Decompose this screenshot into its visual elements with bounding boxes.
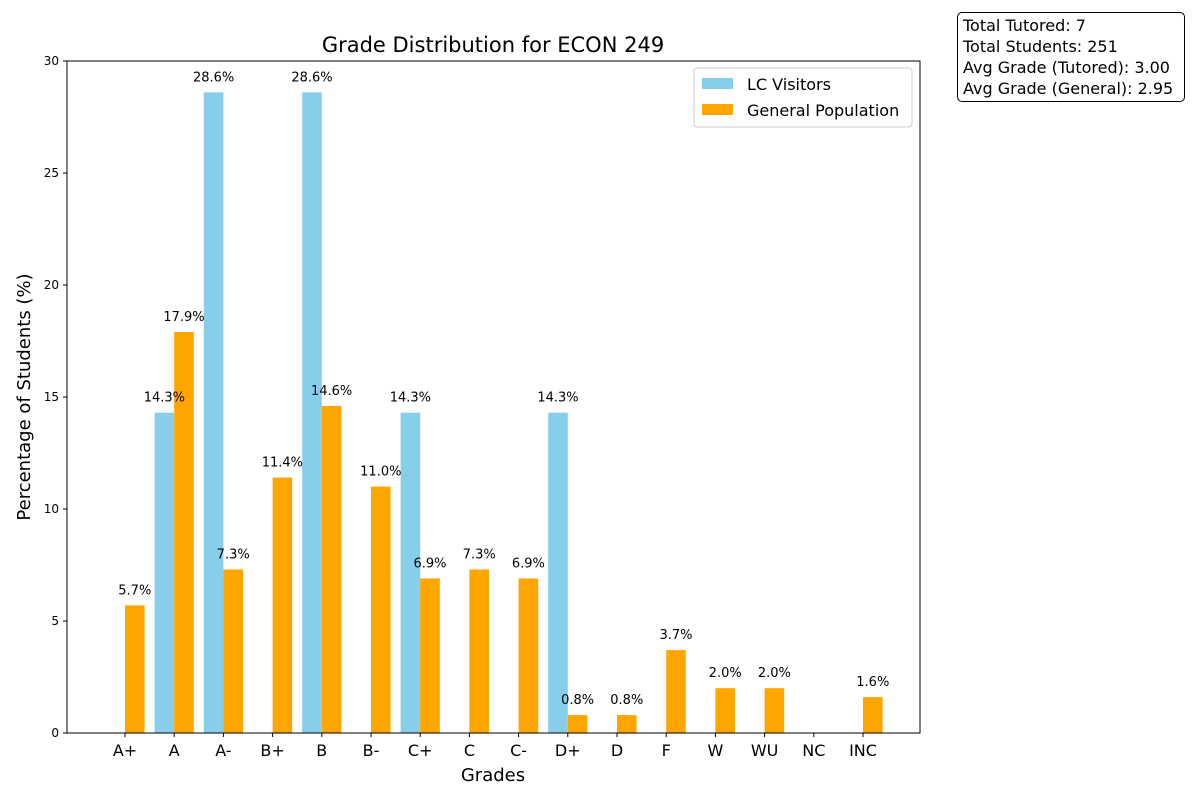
total-tutored-text: Total Tutored: 7 (963, 16, 1086, 35)
bar-general-population (617, 715, 637, 733)
bar-general-population (863, 697, 883, 733)
x-tick-label: NC (802, 741, 825, 760)
bar-general-population (272, 477, 293, 733)
legend-swatch-general-population (702, 104, 733, 115)
x-tick-label: C- (510, 741, 527, 760)
y-tick-label: 20 (44, 278, 59, 292)
bar-lc-visitors (302, 92, 322, 734)
bar-value-label: 14.3% (390, 391, 431, 406)
bar-general-population (764, 688, 785, 733)
avg-grade-tutored-text: Avg Grade (Tutored): 3.00 (963, 58, 1170, 77)
bar-lc-visitors (400, 412, 421, 733)
bar-lc-visitors (203, 92, 224, 734)
bar-general-population (715, 688, 735, 733)
chart-title: Grade Distribution for ECON 249 (322, 33, 664, 57)
bar-general-population (567, 715, 588, 733)
x-axis-label: Grades (461, 765, 525, 786)
legend-box (693, 67, 913, 128)
x-tick-label: A- (215, 741, 231, 760)
bar-general-population (223, 569, 243, 733)
bar-general-population (174, 332, 194, 733)
legend-label-lc-visitors: LC Visitors (747, 75, 831, 94)
y-tick-label: 25 (44, 166, 59, 180)
bar-value-label: 14.6% (311, 384, 352, 399)
plot-frame (66, 60, 921, 734)
x-tick-label: D (611, 741, 623, 760)
bar-value-label: 0.8% (561, 693, 594, 708)
bar-general-population (518, 578, 539, 733)
x-tick-label: D+ (555, 741, 581, 760)
bar-value-label: 28.6% (193, 70, 234, 85)
y-tick-label: 15 (44, 390, 59, 404)
bar-value-label: 11.4% (262, 456, 303, 471)
legend-swatch-lc-visitors (702, 78, 733, 89)
bar-general-population (321, 405, 342, 733)
bars-group (125, 92, 883, 734)
y-tick-label: 30 (44, 54, 59, 68)
x-tick-label: B+ (260, 741, 284, 760)
bar-value-label: 1.6% (856, 675, 889, 690)
x-tick-label: WU (751, 741, 779, 760)
legend-label-general-population: General Population (747, 101, 899, 120)
bar-lc-visitors (548, 412, 568, 733)
x-tick-label: C (464, 741, 475, 760)
bar-value-label: 7.3% (217, 547, 250, 562)
x-tick-label: A (169, 741, 180, 760)
total-students-text: Total Students: 251 (963, 37, 1118, 56)
bar-general-population (371, 486, 391, 733)
bar-value-label: 2.0% (709, 666, 742, 681)
bar-general-population (666, 650, 686, 733)
y-axis-ticks: 0 5 10 15 20 25 30 (44, 54, 67, 740)
bar-general-population (125, 605, 145, 733)
bar-value-label: 2.0% (758, 666, 791, 681)
y-axis-label: Percentage of Students (%) (14, 273, 35, 520)
bar-labels-group: 14.3% 28.6% 28.6% 14.3% 14.3% 5.7% 17.9% 7.3% 11… (118, 70, 889, 708)
x-tick-label: A+ (113, 741, 137, 760)
bar-value-label: 11.0% (360, 465, 401, 480)
legend: LC Visitors General Population (693, 67, 913, 128)
x-tick-label: B (316, 741, 327, 760)
x-tick-label: F (662, 741, 671, 760)
x-tick-label: INC (849, 741, 877, 760)
y-tick-label: 10 (44, 502, 59, 516)
bar-value-label: 5.7% (118, 583, 151, 598)
bar-value-label: 28.6% (291, 70, 332, 85)
bar-value-label: 17.9% (163, 310, 204, 325)
bar-value-label: 7.3% (463, 547, 496, 562)
bar-value-label: 14.3% (144, 391, 185, 406)
bar-value-label: 6.9% (512, 556, 545, 571)
bar-general-population (469, 569, 489, 733)
x-tick-label: W (707, 741, 723, 760)
bar-value-label: 14.3% (537, 391, 578, 406)
bar-value-label: 6.9% (413, 556, 446, 571)
bar-value-label: 3.7% (659, 628, 692, 643)
y-tick-label: 0 (51, 726, 59, 740)
avg-grade-general-text: Avg Grade (General): 2.95 (963, 79, 1174, 98)
x-tick-label: C+ (408, 741, 433, 760)
x-axis-ticks: A+ A A- B+ B B- C+ C C- D+ D F W WU NC INC (113, 733, 877, 760)
x-tick-label: B- (363, 741, 380, 760)
bar-value-label: 0.8% (610, 693, 643, 708)
bar-lc-visitors (154, 412, 175, 733)
stats-box: Total Tutored: 7 Total Students: 251 Avg… (957, 12, 1185, 102)
bar-general-population (420, 578, 440, 733)
y-tick-label: 5 (51, 614, 59, 628)
